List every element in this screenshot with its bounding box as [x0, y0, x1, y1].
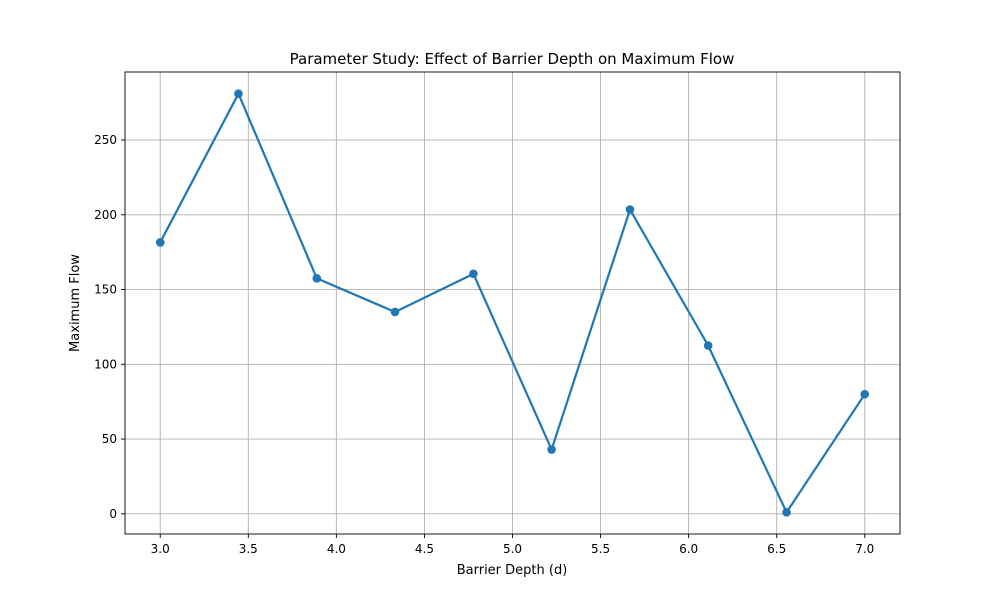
- y-tick-label: 250: [94, 133, 117, 147]
- chart-title: Parameter Study: Effect of Barrier Depth…: [290, 50, 735, 68]
- grid-lines: [125, 72, 900, 534]
- data-point: [625, 205, 635, 214]
- data-point: [703, 341, 713, 350]
- x-tick-label: 4.0: [327, 542, 346, 556]
- y-tick-label: 150: [94, 283, 117, 297]
- data-point: [155, 238, 165, 247]
- x-tick-label: 6.0: [679, 542, 698, 556]
- data-point: [547, 445, 556, 454]
- data-point: [469, 269, 478, 279]
- data-point: [860, 389, 870, 399]
- x-tick-label: 7.0: [855, 542, 874, 556]
- x-tick-label: 6.5: [767, 542, 786, 556]
- data-point: [782, 508, 791, 517]
- data-point: [234, 89, 243, 98]
- x-tick-label: 3.5: [239, 542, 258, 556]
- x-axis-label: Barrier Depth (d): [457, 563, 568, 578]
- y-tick-label: 0: [109, 507, 117, 521]
- series-line: [159, 92, 866, 514]
- x-tick-label: 3.0: [151, 542, 170, 556]
- y-tick-label: 200: [94, 208, 117, 222]
- x-tick-label: 5.0: [503, 542, 522, 556]
- data-point: [390, 307, 400, 317]
- y-tick-label: 50: [102, 432, 117, 446]
- x-tick-label: 4.5: [415, 542, 434, 556]
- data-point: [312, 274, 322, 283]
- y-tick-label: 100: [94, 357, 117, 371]
- axis-ticks: 3.0 3.5 4.0 4.5 5.0 5.5 6.0 6.5 7.0 0 50 100 150 200 2…: [94, 133, 874, 556]
- y-axis-label: Maximum Flow: [68, 254, 83, 352]
- x-tick-label: 5.5: [591, 542, 610, 556]
- plot-area: [155, 89, 870, 517]
